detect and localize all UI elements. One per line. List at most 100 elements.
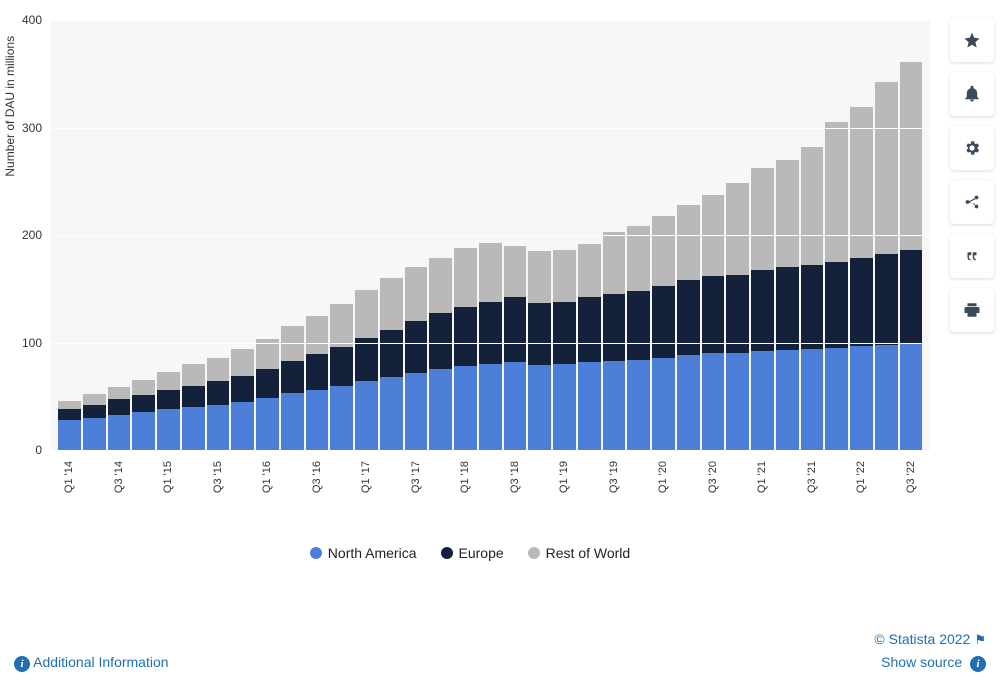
x-label-slot — [429, 455, 452, 535]
x-label-slot: Q1 '19 — [553, 455, 576, 535]
bar-segment-europe — [108, 399, 131, 414]
additional-info-link[interactable]: i Additional Information — [14, 654, 169, 670]
y-tick-label: 400 — [22, 13, 42, 27]
x-tick-label: Q1 '19 — [558, 461, 570, 493]
bar-segment-europe — [256, 369, 279, 398]
x-label-slot: Q3 '17 — [405, 455, 428, 535]
bar-segment-rest-of-world — [825, 122, 848, 262]
bar-segment-rest-of-world — [231, 349, 254, 376]
grid-line: 200 — [50, 235, 930, 236]
bar-segment-europe — [157, 390, 180, 409]
bar-segment-europe — [58, 409, 81, 420]
bar-segment-north-america — [528, 365, 551, 450]
bar-segment-europe — [801, 265, 824, 349]
show-source-label: Show source — [881, 654, 962, 670]
bar-segment-europe — [405, 321, 428, 373]
bar-segment-north-america — [578, 362, 601, 450]
bar-segment-north-america — [157, 409, 180, 450]
bar-segment-rest-of-world — [405, 267, 428, 321]
gear-icon-button[interactable] — [950, 126, 994, 170]
legend-label: North America — [328, 545, 417, 561]
legend-item[interactable]: North America — [310, 545, 417, 561]
share-icon-button[interactable] — [950, 180, 994, 224]
x-tick-label: Q3 '15 — [212, 461, 224, 493]
bar-segment-north-america — [405, 373, 428, 450]
bar-segment-north-america — [801, 349, 824, 450]
x-label-slot — [726, 455, 749, 535]
bar-segment-north-america — [380, 377, 403, 450]
bar-segment-rest-of-world — [751, 168, 774, 270]
x-label-slot — [380, 455, 403, 535]
x-label-slot — [83, 455, 106, 535]
bar-segment-north-america — [652, 358, 675, 450]
x-tick-label: Q1 '20 — [657, 461, 669, 493]
bell-icon-button[interactable] — [950, 72, 994, 116]
y-tick-label: 0 — [35, 443, 42, 457]
x-label-slot: Q1 '14 — [58, 455, 81, 535]
bar-segment-north-america — [702, 353, 725, 450]
additional-info-label: Additional Information — [33, 654, 168, 670]
grid-line: 400 — [50, 20, 930, 21]
bar-segment-europe — [825, 262, 848, 348]
bar-segment-europe — [553, 302, 576, 364]
show-source-link[interactable]: Show source i — [881, 654, 986, 670]
x-label-slot: Q3 '22 — [900, 455, 923, 535]
bar-segment-north-america — [751, 351, 774, 450]
x-label-slot: Q3 '19 — [603, 455, 626, 535]
flag-icon: ⚑ — [974, 632, 986, 647]
legend-label: Europe — [459, 545, 504, 561]
bar-segment-north-america — [256, 398, 279, 450]
quote-icon-button[interactable] — [950, 234, 994, 278]
x-axis-labels: Q1 '14Q3 '14Q1 '15Q3 '15Q1 '16Q3 '16Q1 '… — [58, 455, 922, 535]
bar-segment-europe — [652, 286, 675, 358]
grid-line: 100 — [50, 343, 930, 344]
share-icon — [963, 193, 981, 211]
x-tick-label: Q3 '21 — [806, 461, 818, 493]
x-label-slot — [330, 455, 353, 535]
bar-segment-europe — [182, 386, 205, 408]
gear-icon — [963, 139, 981, 157]
x-label-slot: Q1 '15 — [157, 455, 180, 535]
bar-segment-rest-of-world — [182, 364, 205, 386]
bar-segment-north-america — [132, 412, 155, 450]
x-tick-label: Q1 '18 — [459, 461, 471, 493]
bar-segment-europe — [479, 302, 502, 364]
x-label-slot: Q1 '20 — [652, 455, 675, 535]
x-tick-label: Q1 '14 — [63, 461, 75, 493]
bar-segment-rest-of-world — [330, 304, 353, 347]
bar-segment-rest-of-world — [479, 243, 502, 302]
legend-item[interactable]: Rest of World — [528, 545, 631, 561]
x-label-slot — [627, 455, 650, 535]
footer: i Additional Information © Statista 2022… — [14, 631, 986, 672]
bar-segment-rest-of-world — [677, 205, 700, 280]
bar-segment-north-america — [553, 364, 576, 450]
x-tick-label: Q3 '22 — [905, 461, 917, 493]
bar-segment-europe — [751, 270, 774, 351]
bar-segment-north-america — [900, 343, 923, 451]
bar-segment-europe — [603, 294, 626, 361]
bar-segment-rest-of-world — [380, 278, 403, 330]
bar-segment-rest-of-world — [58, 401, 81, 410]
quote-icon — [963, 247, 981, 265]
bar-segment-rest-of-world — [603, 232, 626, 294]
bar-segment-rest-of-world — [726, 183, 749, 274]
star-icon — [963, 31, 981, 49]
bar-segment-north-america — [108, 415, 131, 450]
bell-icon — [963, 85, 981, 103]
bar-segment-europe — [776, 267, 799, 350]
x-label-slot: Q1 '16 — [256, 455, 279, 535]
x-label-slot: Q1 '22 — [850, 455, 873, 535]
print-icon-button[interactable] — [950, 288, 994, 332]
x-label-slot: Q1 '17 — [355, 455, 378, 535]
bar-segment-europe — [677, 280, 700, 355]
legend-item[interactable]: Europe — [441, 545, 504, 561]
bar-segment-rest-of-world — [900, 62, 923, 250]
bar-segment-rest-of-world — [578, 244, 601, 298]
bar-segment-north-america — [875, 345, 898, 450]
bar-segment-north-america — [207, 405, 230, 450]
bar-segment-north-america — [182, 407, 205, 450]
bar-segment-north-america — [281, 393, 304, 450]
bar-segment-north-america — [850, 346, 873, 450]
star-icon-button[interactable] — [950, 18, 994, 62]
info-icon: i — [970, 656, 986, 672]
